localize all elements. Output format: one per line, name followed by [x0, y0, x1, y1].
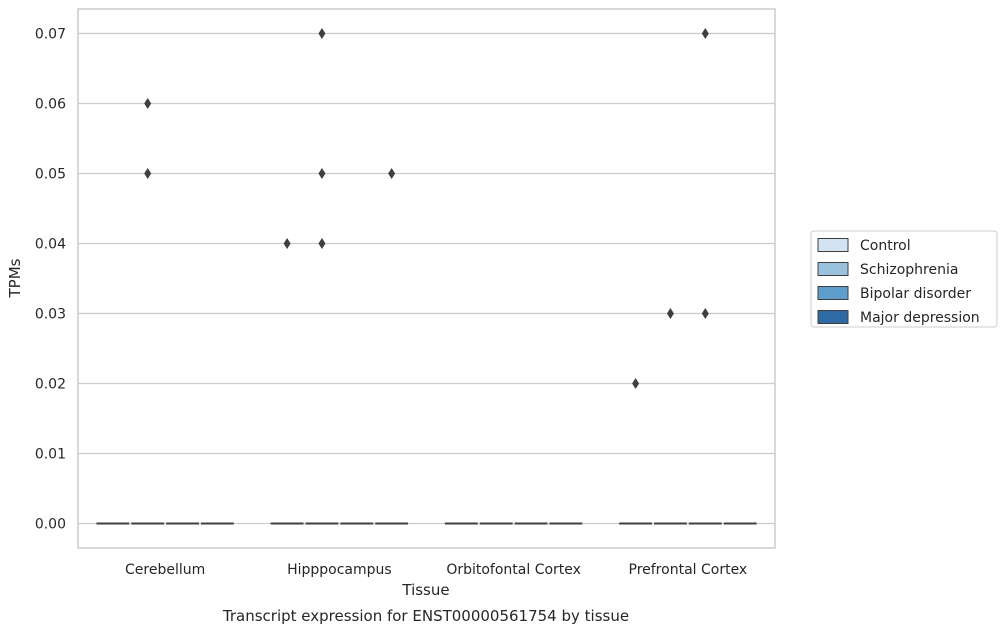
outlier-point — [632, 378, 640, 389]
outlier-point — [701, 28, 709, 39]
y-tick-label: 0.03 — [35, 307, 66, 323]
legend-frame — [810, 230, 998, 328]
y-tick-label: 0.07 — [35, 27, 66, 43]
y-tick-label: 0.05 — [35, 167, 66, 183]
x-tick-label: Prefrontal Cortex — [629, 562, 748, 578]
y-tick-label: 0.02 — [35, 377, 66, 393]
y-tick-label: 0.04 — [35, 237, 66, 253]
y-axis-ticks: 0.00 0.01 0.02 0.03 0.04 0.05 0.06 0.07 — [35, 27, 66, 533]
outlier-point — [666, 308, 674, 319]
outlier-point — [144, 98, 152, 109]
legend: Control Schizophrenia Bipolar disorder Majo… — [810, 230, 998, 328]
y-tick-label: 0.06 — [35, 97, 66, 113]
outlier-point — [144, 168, 152, 179]
x-axis-ticks: Cerebellum Hipppocampus Orbitofontal Corte… — [125, 562, 747, 578]
outlier-point — [318, 28, 326, 39]
legend-swatch — [817, 310, 849, 324]
legend-label: Major depression — [860, 310, 980, 326]
x-tick-label: Hipppocampus — [287, 562, 392, 578]
outlier-point — [283, 238, 291, 249]
y-axis-label: TPMs — [6, 258, 24, 298]
legend-label: Bipolar disorder — [860, 286, 971, 302]
chart-caption: Transcript expression for ENST0000056175… — [222, 607, 629, 625]
y-tick-label: 0.00 — [35, 517, 66, 533]
grid-lines — [78, 32, 775, 525]
legend-label: Schizophrenia — [860, 262, 958, 278]
legend-swatch — [817, 286, 849, 300]
y-tick-label: 0.01 — [35, 447, 66, 463]
x-tick-label: Cerebellum — [125, 562, 205, 578]
outlier-point — [701, 308, 709, 319]
x-axis-label: Tissue — [401, 581, 449, 599]
outliers — [144, 28, 709, 389]
legend-label: Control — [860, 238, 911, 254]
outlier-point — [318, 168, 326, 179]
outlier-point — [318, 238, 326, 249]
x-tick-label: Orbitofontal Cortex — [446, 562, 581, 578]
legend-swatch — [817, 238, 849, 252]
plot-area-frame — [77, 8, 776, 549]
legend-swatch — [817, 262, 849, 276]
outlier-point — [388, 168, 396, 179]
